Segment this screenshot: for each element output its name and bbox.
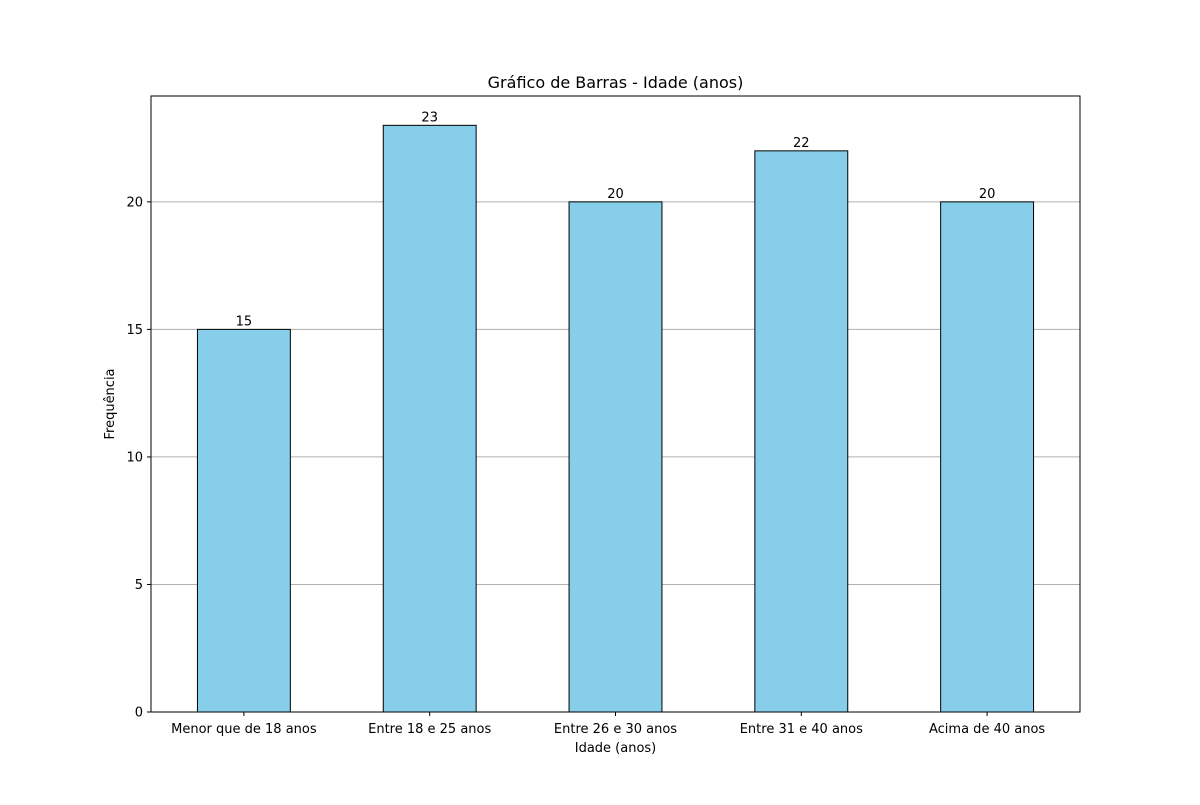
x-tick-label: Acima de 40 anos bbox=[929, 722, 1045, 737]
x-tick-label: Menor que de 18 anos bbox=[171, 722, 317, 737]
y-tick-label: 5 bbox=[135, 578, 143, 593]
bar-value-labels: 15 23 20 22 20 bbox=[236, 110, 996, 329]
y-tick-label: 10 bbox=[126, 450, 143, 465]
x-tick-label: Entre 31 e 40 anos bbox=[740, 722, 863, 737]
y-axis-ticks: 0 5 10 15 20 bbox=[126, 195, 151, 721]
x-tick-label: Entre 26 e 30 anos bbox=[554, 722, 677, 737]
x-axis-label: Idade (anos) bbox=[575, 741, 657, 756]
y-axis-label: Frequência bbox=[103, 368, 118, 439]
y-tick-label: 20 bbox=[126, 195, 143, 210]
bar bbox=[940, 201, 1035, 713]
bar-value-label: 22 bbox=[793, 136, 810, 151]
y-tick-label: 15 bbox=[126, 323, 143, 338]
bar-value-label: 23 bbox=[421, 110, 438, 125]
bar bbox=[382, 124, 477, 713]
bar-value-label: 20 bbox=[979, 187, 996, 202]
bar-value-label: 20 bbox=[607, 187, 624, 202]
bar bbox=[754, 150, 849, 713]
y-tick-label: 0 bbox=[135, 706, 143, 721]
bar-value-label: 15 bbox=[236, 314, 253, 329]
x-tick-label: Entre 18 e 25 anos bbox=[368, 722, 491, 737]
bar bbox=[196, 328, 291, 713]
chart-title: Gráfico de Barras - Idade (anos) bbox=[488, 73, 744, 92]
bar bbox=[568, 201, 663, 713]
x-axis-ticks: Menor que de 18 anos Entre 18 e 25 anos En… bbox=[171, 712, 1045, 737]
bars bbox=[196, 124, 1035, 713]
